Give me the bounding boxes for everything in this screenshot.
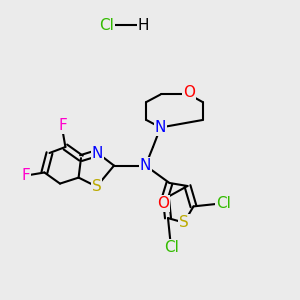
- Text: S: S: [92, 179, 101, 194]
- Text: Cl: Cl: [99, 18, 114, 33]
- Text: Cl: Cl: [164, 240, 179, 255]
- Text: S: S: [179, 215, 189, 230]
- Text: N: N: [155, 120, 166, 135]
- Text: F: F: [58, 118, 67, 134]
- Text: F: F: [21, 168, 30, 183]
- Text: H: H: [138, 18, 149, 33]
- Text: N: N: [140, 158, 151, 173]
- Text: Cl: Cl: [216, 196, 231, 211]
- Text: O: O: [183, 85, 195, 100]
- Text: N: N: [92, 146, 103, 160]
- Text: O: O: [158, 196, 169, 211]
